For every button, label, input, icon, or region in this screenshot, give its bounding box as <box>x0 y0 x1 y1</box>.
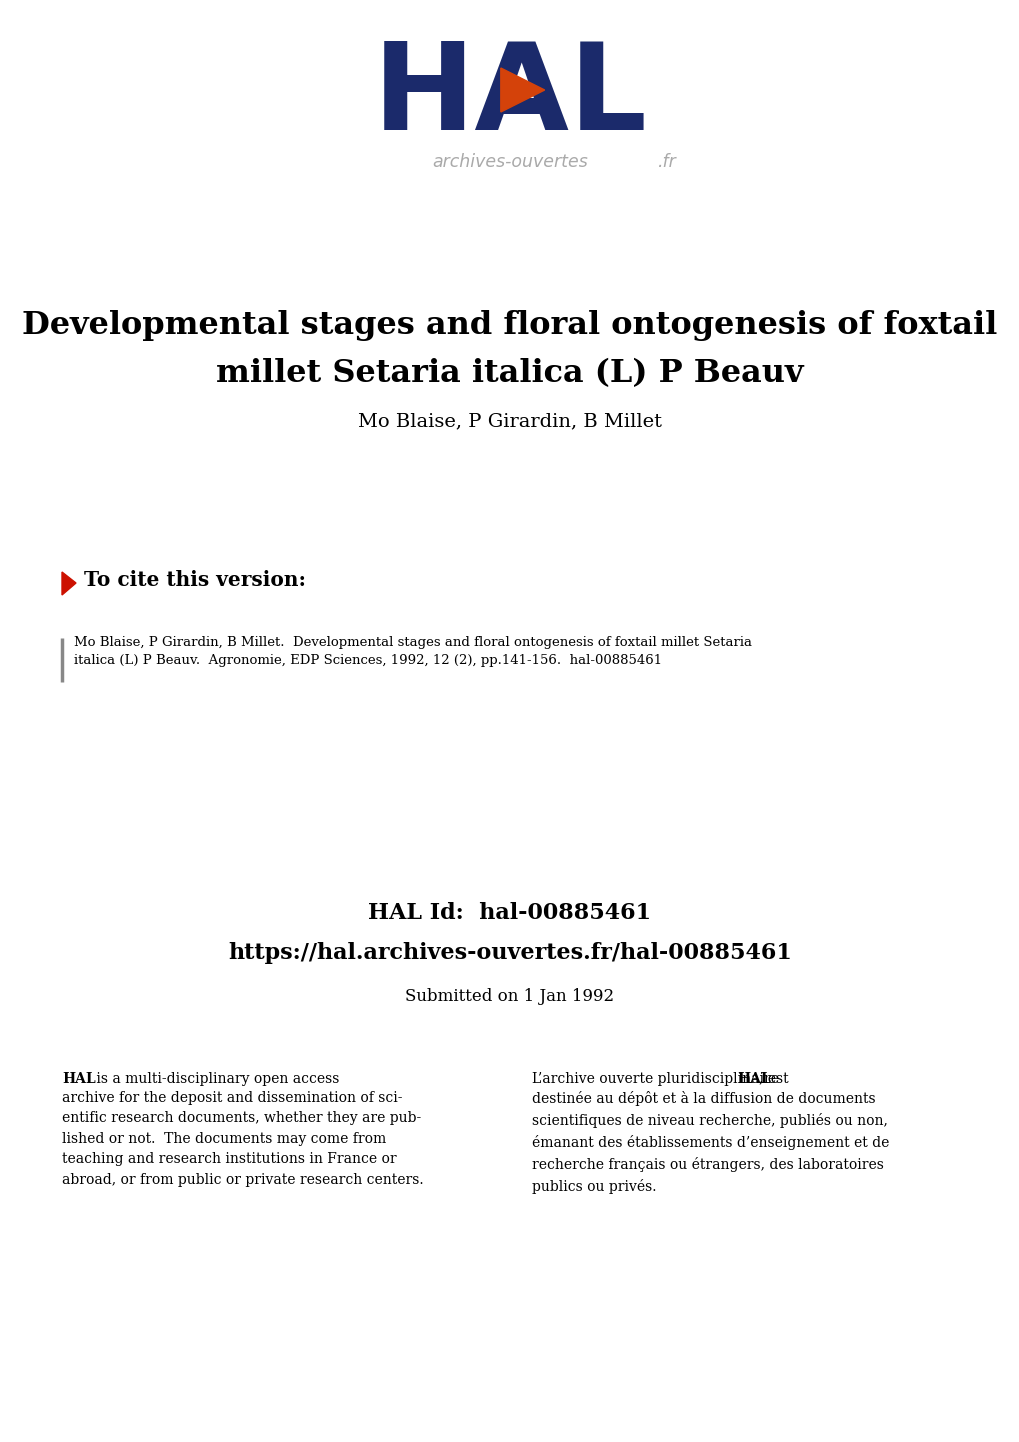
Text: HAL: HAL <box>737 1071 770 1086</box>
Text: HAL: HAL <box>62 1071 96 1086</box>
Text: To cite this version:: To cite this version: <box>84 570 306 590</box>
Text: , est: , est <box>758 1071 789 1086</box>
Text: https://hal.archives-ouvertes.fr/hal-00885461: https://hal.archives-ouvertes.fr/hal-008… <box>228 942 791 965</box>
Text: is a multi-disciplinary open access: is a multi-disciplinary open access <box>92 1071 339 1086</box>
Text: HAL Id:  hal-00885461: HAL Id: hal-00885461 <box>368 903 651 924</box>
Polygon shape <box>62 572 76 596</box>
Text: HAL: HAL <box>372 37 647 154</box>
Text: Developmental stages and floral ontogenesis of foxtail: Developmental stages and floral ontogene… <box>22 310 997 340</box>
Text: L’archive ouverte pluridisciplinaire: L’archive ouverte pluridisciplinaire <box>532 1071 783 1086</box>
Text: destinée au dépôt et à la diffusion de documents
scientifiques de niveau recherc: destinée au dépôt et à la diffusion de d… <box>532 1092 889 1194</box>
Polygon shape <box>500 68 544 112</box>
Text: archive for the deposit and dissemination of sci-
entific research documents, wh: archive for the deposit and disseminatio… <box>62 1092 423 1187</box>
Text: archives-ouvertes: archives-ouvertes <box>432 153 587 172</box>
Text: Submitted on 1 Jan 1992: Submitted on 1 Jan 1992 <box>405 988 614 1005</box>
Text: millet Setaria italica (L) P Beauv: millet Setaria italica (L) P Beauv <box>216 358 803 389</box>
Text: Mo Blaise, P Girardin, B Millet: Mo Blaise, P Girardin, B Millet <box>358 412 661 430</box>
Text: Mo Blaise, P Girardin, B Millet.  Developmental stages and floral ontogenesis of: Mo Blaise, P Girardin, B Millet. Develop… <box>74 636 751 649</box>
Text: .fr: .fr <box>657 153 676 172</box>
Text: italica (L) P Beauv.  Agronomie, EDP Sciences, 1992, 12 (2), pp.141-156.  hal-00: italica (L) P Beauv. Agronomie, EDP Scie… <box>74 655 661 668</box>
